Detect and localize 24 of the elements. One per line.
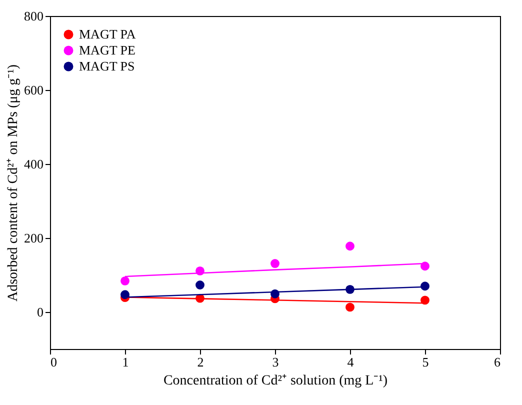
y-axis-title: Adsorbed content of Cd²⁺ on MPs (μg g⁻¹) <box>6 64 21 302</box>
x-tick-label: 1 <box>122 354 129 370</box>
point <box>270 259 280 268</box>
point <box>196 280 204 290</box>
legend-label: MAGT PE <box>79 42 136 58</box>
point <box>420 296 430 305</box>
x-tick-label: 0 <box>50 354 57 370</box>
point <box>346 242 354 251</box>
x-tick-label: 5 <box>422 354 429 370</box>
legend-label: MAGT PA <box>79 26 136 42</box>
y-tick-label: 400 <box>24 156 44 172</box>
y-tick-label: 600 <box>24 82 44 98</box>
x-axis-title: Concentration of Cd²⁺ solution (mg L⁻¹) <box>163 374 388 388</box>
y-tick-label: 200 <box>24 230 44 246</box>
y-tick-label: 800 <box>24 8 44 24</box>
x-tick-label: 6 <box>494 354 501 370</box>
point <box>120 276 130 286</box>
x-tick-label: 4 <box>347 354 354 370</box>
x-tick-label: 3 <box>272 354 279 370</box>
y-tick-label: 0 <box>37 304 44 320</box>
x-tick-label: 2 <box>197 354 204 370</box>
legend-label: MAGT PS <box>79 58 135 74</box>
point <box>346 302 354 312</box>
point <box>420 262 430 271</box>
